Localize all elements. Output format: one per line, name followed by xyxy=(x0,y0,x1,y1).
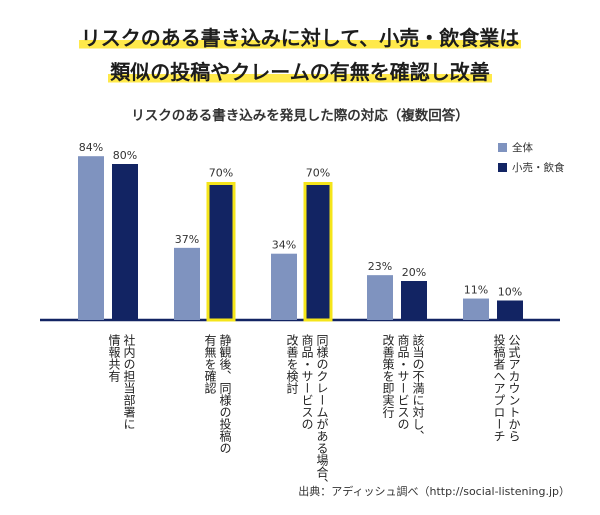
bar-retail-3 xyxy=(401,281,427,320)
headline-line-1: リスクのある書き込みに対して、小売・飲食業は xyxy=(78,26,522,50)
category-label-1-line-0: 静観後、同様の投稿の xyxy=(218,334,232,454)
category-label-0-line-1: 情報共有 xyxy=(107,334,121,382)
data-label-retail-4: 10% xyxy=(498,286,522,299)
bar-all-2 xyxy=(271,253,297,320)
chart-title: リスクのある書き込みを発見した際の対応（複数回答） xyxy=(131,108,469,124)
category-label-3-line-1: 商品・サービスの xyxy=(396,333,410,430)
bar-all-0 xyxy=(78,156,104,320)
category-label-2-line-2: 改善を検討 xyxy=(285,334,299,394)
bar-retail-2 xyxy=(303,182,333,322)
data-label-retail-3: 20% xyxy=(402,266,426,279)
data-label-retail-0: 80% xyxy=(113,149,137,162)
data-label-all-3: 23% xyxy=(368,260,392,273)
category-label-4-line-0: 公式アカウントから xyxy=(507,334,521,442)
data-label-all-4: 11% xyxy=(464,284,488,297)
data-label-retail-2: 70% xyxy=(306,167,330,180)
category-label-2-line-1: 商品・サービスの xyxy=(300,333,314,430)
category-label-0-line-0: 社内の担当部署に xyxy=(122,333,136,430)
legend-swatch-1 xyxy=(498,163,507,172)
data-label-all-0: 84% xyxy=(79,141,103,154)
category-label-3-line-0: 該当の不満に対し、 xyxy=(411,333,425,442)
legend-label-1: 小売・飲食 xyxy=(512,161,565,174)
bar-retail-1 xyxy=(206,182,236,322)
bar-all-4 xyxy=(463,298,489,320)
source-note: 出典：アディッシュ調べ（http://social-listening.jp） xyxy=(298,485,570,498)
category-label-4-line-1: 投稿者へアプローチ xyxy=(492,333,506,442)
bar-all-3 xyxy=(367,275,393,320)
legend-label-0: 全体 xyxy=(512,141,533,154)
bar-retail-0 xyxy=(112,164,138,320)
category-label-3-line-2: 改善策を即実行 xyxy=(381,334,395,418)
headline-line-2: 類似の投稿やクレームの有無を確認し改善 xyxy=(108,60,492,84)
data-label-retail-1: 70% xyxy=(209,167,233,180)
data-label-all-2: 34% xyxy=(272,239,296,252)
legend-swatch-0 xyxy=(498,143,507,152)
bar-retail-4 xyxy=(497,300,523,320)
bar-all-1 xyxy=(174,247,200,320)
category-label-2-line-0: 同様のクレームがある場合、 xyxy=(315,334,329,490)
data-label-all-1: 37% xyxy=(175,233,199,246)
category-label-1-line-1: 有無を確認 xyxy=(203,334,217,394)
